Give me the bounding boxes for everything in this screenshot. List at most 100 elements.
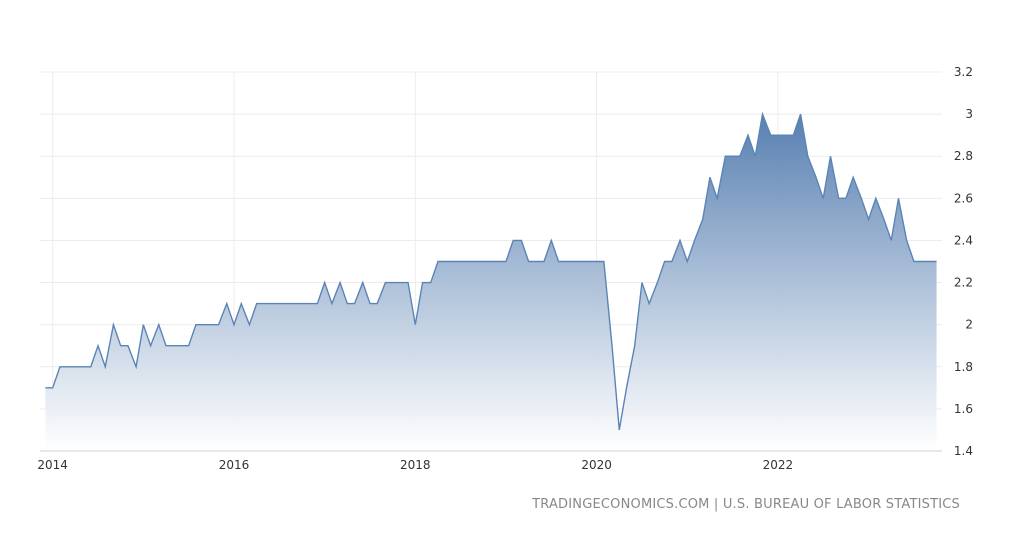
- data-point: [323, 281, 325, 283]
- data-point: [391, 281, 393, 283]
- data-point: [248, 323, 250, 325]
- y-tick-label: 1.4: [954, 444, 973, 458]
- data-point: [489, 260, 491, 262]
- data-point: [240, 302, 242, 304]
- data-point: [769, 134, 771, 136]
- data-point: [724, 155, 726, 157]
- data-point: [278, 302, 280, 304]
- data-point: [97, 345, 99, 347]
- y-tick-label: 1.6: [954, 402, 973, 416]
- data-point: [59, 366, 61, 368]
- data-point: [187, 345, 189, 347]
- data-point: [149, 345, 151, 347]
- data-point: [285, 302, 287, 304]
- data-point: [671, 260, 673, 262]
- y-tick-label: 2.2: [954, 276, 973, 290]
- data-point: [595, 260, 597, 262]
- data-point: [142, 323, 144, 325]
- data-point: [384, 281, 386, 283]
- data-point: [437, 260, 439, 262]
- data-point: [346, 302, 348, 304]
- data-point: [255, 302, 257, 304]
- data-point: [407, 281, 409, 283]
- data-point: [897, 197, 899, 199]
- data-point: [852, 176, 854, 178]
- data-point: [573, 260, 575, 262]
- data-point: [837, 197, 839, 199]
- data-point: [127, 345, 129, 347]
- data-point: [165, 345, 167, 347]
- data-point: [362, 281, 364, 283]
- series-area-fill: [45, 114, 937, 452]
- data-point: [301, 302, 303, 304]
- data-point: [580, 260, 582, 262]
- data-point: [731, 155, 733, 157]
- data-point: [633, 345, 635, 347]
- data-point: [641, 281, 643, 283]
- data-point: [663, 260, 665, 262]
- data-point: [158, 323, 160, 325]
- data-point: [784, 134, 786, 136]
- data-point: [414, 323, 416, 325]
- data-point: [822, 197, 824, 199]
- source-label: TRADINGECONOMICS.COM | U.S. BUREAU OF LA…: [531, 497, 960, 512]
- data-point: [498, 260, 500, 262]
- data-point: [430, 281, 432, 283]
- data-point: [51, 387, 53, 389]
- data-point: [648, 302, 650, 304]
- y-tick-label: 2: [965, 318, 973, 332]
- data-point: [520, 239, 522, 241]
- data-point: [482, 260, 484, 262]
- data-point: [792, 134, 794, 136]
- data-point: [203, 323, 205, 325]
- data-point: [860, 197, 862, 199]
- data-point: [90, 366, 92, 368]
- y-tick-label: 2.6: [954, 191, 973, 205]
- data-point: [104, 366, 106, 368]
- data-point: [761, 113, 763, 115]
- data-point: [739, 155, 741, 157]
- data-point: [475, 260, 477, 262]
- data-point: [566, 260, 568, 262]
- data-point: [112, 323, 114, 325]
- data-point: [603, 260, 605, 262]
- x-tick-label: 2020: [581, 458, 612, 472]
- data-point: [693, 239, 695, 241]
- x-tick-label: 2022: [763, 458, 794, 472]
- data-point: [505, 260, 507, 262]
- data-point: [777, 134, 779, 136]
- data-point: [588, 260, 590, 262]
- y-tick-label: 3: [965, 107, 973, 121]
- data-point: [829, 155, 831, 157]
- y-tick-label: 1.8: [954, 360, 973, 374]
- data-point: [890, 239, 892, 241]
- data-point: [875, 197, 877, 199]
- data-point: [799, 113, 801, 115]
- data-point: [867, 218, 869, 220]
- data-point: [339, 281, 341, 283]
- data-point: [195, 323, 197, 325]
- data-point: [512, 239, 514, 241]
- data-point: [686, 260, 688, 262]
- data-point: [701, 218, 703, 220]
- data-point: [467, 260, 469, 262]
- data-point: [226, 302, 228, 304]
- data-point: [928, 260, 930, 262]
- data-point: [67, 366, 69, 368]
- data-point: [913, 260, 915, 262]
- plot-area: [45, 111, 937, 452]
- data-point: [920, 260, 922, 262]
- data-point: [217, 323, 219, 325]
- data-point: [135, 366, 137, 368]
- y-tick-label: 2.4: [954, 233, 973, 247]
- data-point: [271, 302, 273, 304]
- data-point: [421, 281, 423, 283]
- data-point: [233, 323, 235, 325]
- data-point: [716, 197, 718, 199]
- data-point: [74, 366, 76, 368]
- data-point: [119, 345, 121, 347]
- data-point: [294, 302, 296, 304]
- data-point: [747, 134, 749, 136]
- data-point: [316, 302, 318, 304]
